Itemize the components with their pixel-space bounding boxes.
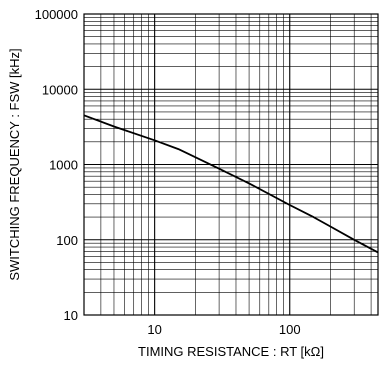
x-tick-label: 100 (279, 322, 301, 337)
x-tick-label: 10 (147, 322, 161, 337)
y-tick-label: 10000 (42, 82, 78, 97)
y-axis-label: SWITCHING FREQUENCY : FSW [kHz] (7, 48, 22, 280)
x-axis-label: TIMING RESISTANCE : RT [kΩ] (138, 344, 324, 359)
y-tick-label: 10 (64, 308, 78, 323)
y-tick-labels: 10 100 1000 10000 100000 (35, 7, 78, 323)
plot-frame (83, 13, 379, 316)
grid (83, 13, 378, 316)
series-layer (83, 114, 379, 254)
x-tick-labels: 10 100 (147, 322, 300, 337)
y-tick-label: 100 (56, 233, 78, 248)
y-tick-label: 100000 (35, 7, 78, 22)
y-tick-label: 1000 (49, 158, 78, 173)
series-line (83, 114, 379, 254)
